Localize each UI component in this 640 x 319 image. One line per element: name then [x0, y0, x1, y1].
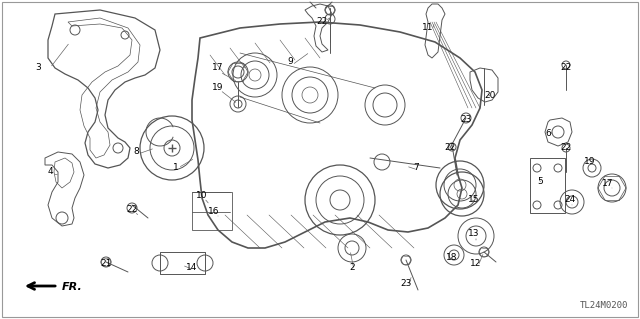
Text: TL24M0200: TL24M0200 — [580, 301, 628, 310]
Text: 24: 24 — [564, 196, 575, 204]
Text: 10: 10 — [196, 191, 208, 201]
Text: 16: 16 — [208, 207, 220, 217]
Text: 20: 20 — [484, 92, 496, 100]
Text: 18: 18 — [446, 254, 458, 263]
Text: 17: 17 — [602, 180, 614, 189]
Text: 11: 11 — [422, 24, 434, 33]
Text: 7: 7 — [413, 164, 419, 173]
Text: 21: 21 — [100, 259, 112, 269]
Text: 4: 4 — [47, 167, 53, 176]
Text: 22: 22 — [126, 205, 138, 214]
Text: 1: 1 — [173, 164, 179, 173]
Text: 19: 19 — [212, 84, 224, 93]
Text: 22: 22 — [561, 63, 572, 72]
Text: 9: 9 — [287, 57, 293, 66]
Text: 2: 2 — [349, 263, 355, 272]
Text: 19: 19 — [584, 158, 596, 167]
Text: 12: 12 — [470, 259, 482, 269]
Text: 3: 3 — [35, 63, 41, 72]
Text: 22: 22 — [444, 144, 456, 152]
Text: 5: 5 — [537, 177, 543, 187]
Text: 8: 8 — [133, 147, 139, 157]
Text: 22: 22 — [561, 144, 572, 152]
Bar — [160, 252, 205, 274]
Text: 15: 15 — [468, 196, 480, 204]
Text: 22: 22 — [316, 18, 328, 26]
Bar — [530, 158, 565, 213]
Text: 23: 23 — [400, 279, 412, 288]
Text: FR.: FR. — [62, 282, 83, 292]
Text: 23: 23 — [460, 115, 472, 124]
Text: 14: 14 — [186, 263, 198, 272]
Text: 13: 13 — [468, 229, 480, 239]
Text: 6: 6 — [545, 130, 551, 138]
Text: 17: 17 — [212, 63, 224, 72]
Bar — [192, 192, 232, 230]
